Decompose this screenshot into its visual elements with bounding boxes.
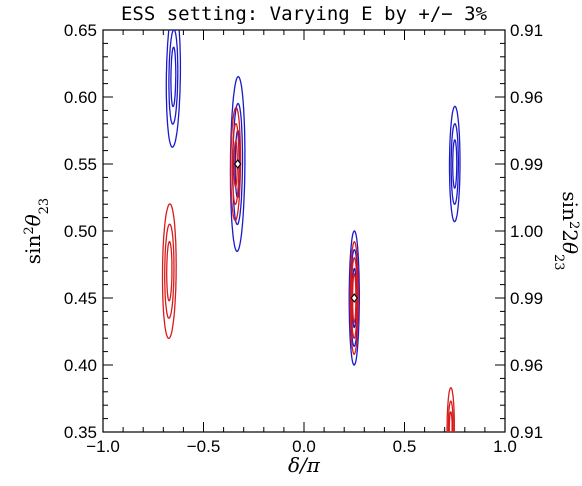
x-tick-label: 0.5 <box>393 437 417 456</box>
y-right-tick-labels: 0.91 0.96 0.99 1.00 0.99 0.96 0.91 <box>510 21 543 442</box>
y-right-label-sup: 2 <box>567 221 582 229</box>
y-left-label-theta: θ <box>21 214 45 226</box>
contour-blue-region-2-level-1 <box>234 129 241 199</box>
contour-regions <box>161 30 461 432</box>
contour-blue-region-1-level-2 <box>168 30 179 125</box>
contour-blue-region-3-level-2 <box>450 123 460 205</box>
x-axis-label: δ/π <box>288 453 321 477</box>
y-tick-label-right: 0.99 <box>510 155 543 174</box>
x-tick-label: 0.0 <box>292 437 316 456</box>
plot-frame <box>102 29 506 433</box>
y-tick-label-left: 0.50 <box>64 222 97 241</box>
contour-red-region-1-level-1 <box>233 140 238 188</box>
chart-title: ESS setting: Varying E by +/− 3% <box>121 3 488 25</box>
contour-red-region-3-level-3 <box>349 240 359 356</box>
contour-red-region-4-level-1 <box>448 411 453 432</box>
y-right-label-sub: 23 <box>552 254 567 271</box>
y-right-label-mult: 2 <box>558 229 582 242</box>
y-tick-label-left: 0.55 <box>64 155 97 174</box>
y-right-label-theta: θ <box>558 242 582 254</box>
x-tick-labels: −1.0 −0.5 0.0 0.5 1.0 <box>86 437 517 456</box>
y-tick-label-left: 0.60 <box>64 88 97 107</box>
y-tick-label-left: 0.40 <box>64 356 97 375</box>
y-tick-label-right: 0.96 <box>510 88 543 107</box>
contour-red-region-2-level-1 <box>166 240 173 302</box>
y-tick-label-right: 1.00 <box>510 222 543 241</box>
y-tick-label-right: 0.96 <box>510 356 543 375</box>
y-tick-label-left: 0.65 <box>64 21 97 40</box>
y-left-label-base: sin <box>21 235 45 265</box>
true-value-markers <box>233 159 358 303</box>
y-tick-label-left: 0.35 <box>64 423 97 442</box>
contour-blue-region-1-level-1 <box>170 46 177 108</box>
contour-red-region-2-level-2 <box>164 223 175 319</box>
true-value-marker-1 <box>233 159 242 169</box>
x-tick-label: −1.0 <box>86 437 120 456</box>
contour-blue-region-1-level-3 <box>165 30 182 148</box>
contour-blue-region-3-level-3 <box>448 105 461 223</box>
y-tick-label-right: 0.99 <box>510 289 543 308</box>
contour-red-region-4-level-3 <box>446 387 455 432</box>
contour-red-region-2-level-3 <box>161 203 177 340</box>
y-tick-label-left: 0.45 <box>64 289 97 308</box>
y-left-label-sub: 23 <box>37 198 52 215</box>
y-tick-label-right: 0.91 <box>510 423 543 442</box>
x-tick-label: −0.5 <box>187 437 221 456</box>
contour-red-region-1-level-2 <box>231 122 240 206</box>
x-tick-label: 1.0 <box>493 437 517 456</box>
y-axis-label-right: sin22θ23 <box>552 191 582 270</box>
axis-ticks <box>102 29 506 433</box>
contour-red-region-1-level-3 <box>230 106 242 222</box>
contour-blue-region-3-level-1 <box>452 139 458 189</box>
contour-red-region-4-level-2 <box>447 400 454 432</box>
contour-blue-region-4-level-3 <box>348 230 360 366</box>
y-left-label-sup: 2 <box>22 226 37 234</box>
y-left-tick-labels: 0.35 0.40 0.45 0.50 0.55 0.60 0.65 <box>64 21 97 442</box>
y-right-label-base: sin <box>558 191 582 221</box>
y-axis-label-left: sin2θ23 <box>21 198 52 264</box>
y-tick-label-right: 0.91 <box>510 21 543 40</box>
true-value-marker-2 <box>350 293 358 303</box>
